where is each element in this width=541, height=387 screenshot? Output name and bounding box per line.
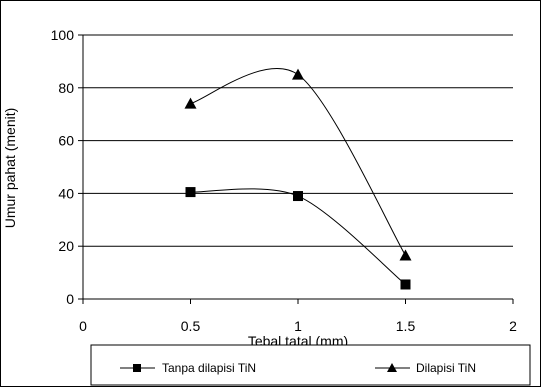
- series-group: [184, 68, 412, 290]
- series-line: [190, 68, 406, 256]
- y-tick-label-100: 100: [51, 27, 75, 43]
- y-tick-label-40: 40: [58, 185, 74, 201]
- legend-label-tanpa: Tanpa dilapisi TiN: [162, 361, 256, 375]
- series-dilapisi: [184, 68, 412, 261]
- data-point-square-1: [293, 191, 303, 202]
- y-tick-labels: 0 20 40 60 80 100: [51, 27, 75, 307]
- x-tick-label-1: 1: [294, 318, 302, 334]
- legend-item-tanpa: Tanpa dilapisi TiN: [120, 361, 256, 375]
- legend-item-dilapisi: Dilapisi TiN: [375, 361, 476, 375]
- x-tick-label-0: 0: [79, 318, 87, 334]
- legend: Tanpa dilapisi TiN Dilapisi TiN: [90, 344, 531, 386]
- y-tick-label-20: 20: [58, 238, 74, 254]
- legend-box: [90, 344, 531, 386]
- data-point-triangle-1.5: [399, 249, 412, 261]
- x-tick-labels: 0 0.5 1 1.5 2: [79, 318, 517, 334]
- x-tick-label-2: 2: [509, 318, 517, 334]
- gridlines: [83, 34, 513, 247]
- data-point-square-1.5: [400, 279, 411, 290]
- y-axis-label: Umur pahat (menit): [2, 108, 18, 229]
- legend-triangle-marker: [387, 363, 397, 372]
- y-tick-label-0: 0: [66, 291, 74, 307]
- data-point-triangle-0.5: [184, 97, 197, 109]
- legend-square-marker: [133, 364, 141, 372]
- x-tick-label-0.5: 0.5: [181, 318, 201, 334]
- data-point-square-0.5: [185, 187, 196, 198]
- data-point-triangle-1: [292, 68, 304, 80]
- axes: [78, 34, 514, 304]
- series-tanpa-dilapisi: [185, 187, 411, 290]
- series-line: [190, 188, 406, 285]
- y-tick-label-80: 80: [58, 80, 74, 96]
- y-tick-label-60: 60: [58, 133, 74, 149]
- legend-label-dilapisi: Dilapisi TiN: [416, 361, 476, 375]
- x-tick-label-1.5: 1.5: [396, 318, 416, 334]
